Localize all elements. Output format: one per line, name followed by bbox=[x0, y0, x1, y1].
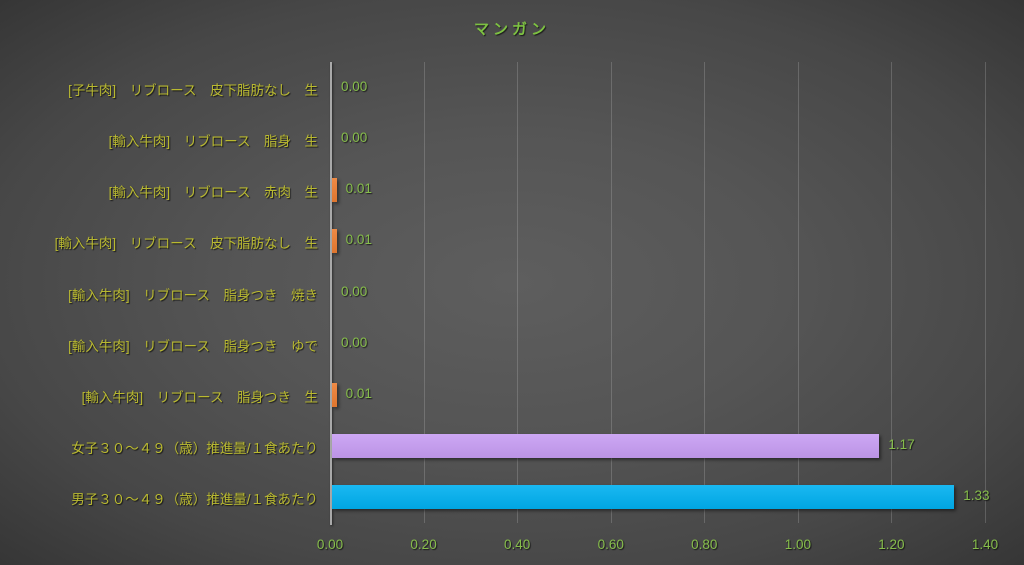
value-label: 0.00 bbox=[341, 283, 368, 299]
category-label: [輸入牛肉] リブロース 皮下脂肪なし 生 bbox=[54, 236, 318, 252]
category-label: 女子３０～４９（歳）推進量/１食あたり bbox=[71, 441, 318, 457]
category-label: [子牛肉] リブロース 皮下脂肪なし 生 bbox=[68, 82, 318, 98]
x-tick-label: 1.20 bbox=[878, 537, 905, 552]
category-label: [輸入牛肉] リブロース 赤肉 生 bbox=[108, 185, 318, 201]
value-label: 0.01 bbox=[345, 181, 372, 197]
chart-title: マンガン bbox=[473, 21, 550, 38]
value-label: 0.00 bbox=[341, 334, 368, 350]
bar bbox=[332, 434, 880, 459]
category-label: [輸入牛肉] リブロース 脂身つき 生 bbox=[81, 389, 318, 405]
gridline bbox=[891, 62, 893, 523]
gridline bbox=[517, 62, 519, 523]
x-tick-label: 0.40 bbox=[504, 537, 531, 552]
gridline bbox=[423, 62, 425, 523]
x-tick-label: 1.00 bbox=[784, 537, 811, 552]
x-tick-label: 0.00 bbox=[316, 537, 344, 552]
value-label: 1.17 bbox=[888, 437, 915, 453]
bar bbox=[332, 485, 955, 510]
value-label: 0.00 bbox=[341, 129, 368, 145]
category-label: [輸入牛肉] リブロース 脂身つき 焼き bbox=[68, 287, 318, 303]
gridline bbox=[610, 62, 612, 523]
category-label: [輸入牛肉] リブロース 脂身 生 bbox=[108, 133, 318, 149]
y-axis-line bbox=[330, 62, 332, 525]
value-label: 1.33 bbox=[963, 488, 990, 504]
bar bbox=[332, 382, 337, 407]
gridline bbox=[797, 62, 799, 523]
bar bbox=[332, 178, 337, 203]
value-label: 0.00 bbox=[341, 78, 368, 94]
x-tick-label: 1.40 bbox=[971, 537, 999, 552]
bar bbox=[332, 229, 337, 254]
value-label: 0.01 bbox=[345, 232, 372, 248]
x-tick-label: 0.60 bbox=[597, 537, 624, 552]
gridline bbox=[985, 62, 986, 523]
x-tick-label: 0.20 bbox=[410, 537, 437, 552]
value-label: 0.01 bbox=[345, 385, 372, 401]
gridline bbox=[704, 62, 706, 523]
category-label: [輸入牛肉] リブロース 脂身つき ゆで bbox=[68, 338, 318, 354]
plot-area bbox=[330, 62, 986, 523]
category-label: 男子３０～４９（歳）推進量/１食あたり bbox=[71, 492, 318, 508]
x-tick-label: 0.80 bbox=[691, 537, 718, 552]
